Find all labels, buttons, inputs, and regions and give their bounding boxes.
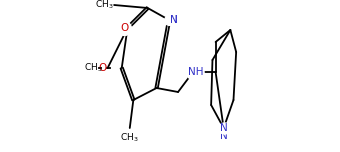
Text: CH$_3$: CH$_3$ [84, 62, 103, 74]
Text: O: O [120, 23, 129, 33]
Text: N: N [170, 15, 177, 25]
Text: N: N [170, 15, 177, 25]
Text: NH: NH [187, 67, 202, 77]
Text: NH: NH [188, 67, 203, 77]
Text: CH$_3$: CH$_3$ [95, 0, 113, 11]
Text: N: N [220, 131, 227, 141]
Text: O: O [99, 63, 107, 73]
Text: N: N [220, 123, 227, 133]
Text: CH$_3$: CH$_3$ [120, 131, 139, 143]
